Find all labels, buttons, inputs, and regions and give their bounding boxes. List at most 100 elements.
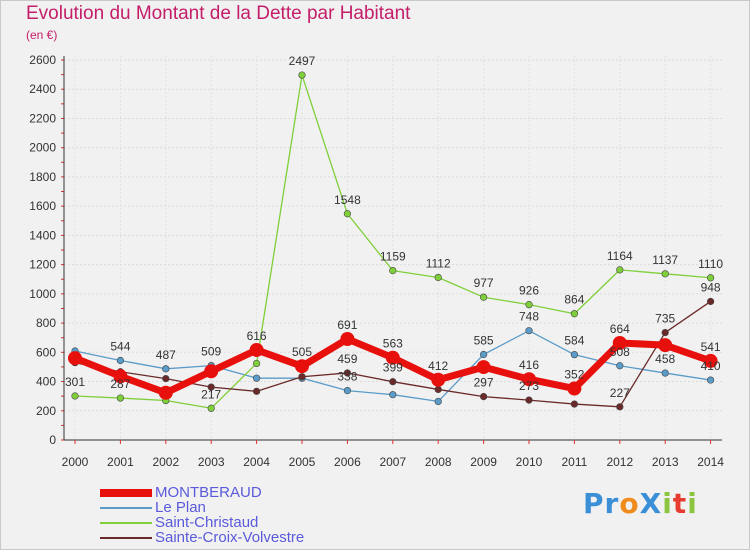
data-point	[567, 381, 582, 396]
y-tick-label: 1400	[29, 228, 56, 242]
data-point	[525, 396, 533, 404]
data-label: 585	[474, 334, 494, 348]
logo-letter: P	[583, 487, 605, 520]
data-point	[570, 351, 579, 359]
y-tick-label: 1200	[29, 258, 56, 272]
y-tick-label: 2200	[29, 111, 56, 125]
data-point	[249, 342, 264, 357]
data-label: 1110	[698, 257, 723, 271]
data-label: 505	[292, 345, 312, 359]
logo-letter: o	[619, 487, 640, 520]
x-tick-label: 2000	[62, 455, 89, 469]
data-label: 416	[519, 358, 539, 372]
legend: MONTBERAUD Le Plan Saint-Christaud Sainte-C…	[100, 485, 304, 545]
data-point	[207, 383, 215, 391]
proxiti-logo: ProXiti	[583, 487, 698, 520]
data-label: 664	[610, 322, 630, 336]
data-point	[162, 375, 170, 383]
legend-item: Le Plan	[100, 500, 304, 515]
logo-letter: i	[687, 487, 698, 520]
data-label: 458	[655, 352, 675, 366]
data-label: 297	[474, 376, 494, 390]
data-label: 217	[201, 387, 221, 401]
legend-item: Saint-Christaud	[100, 515, 304, 530]
y-tick-label: 2000	[29, 141, 56, 155]
x-tick-label: 2005	[289, 455, 316, 469]
data-point	[158, 385, 173, 400]
legend-label: MONTBERAUD	[155, 484, 262, 501]
data-point	[616, 266, 624, 274]
logo-letter: r	[604, 487, 620, 520]
data-point	[389, 267, 397, 275]
y-tick-label: 0	[49, 433, 56, 447]
data-label: 399	[383, 361, 403, 375]
data-label: 735	[655, 312, 675, 326]
data-point	[116, 356, 124, 365]
data-point	[343, 387, 352, 395]
data-point	[207, 404, 215, 412]
legend-item: Sainte-Croix-Volvestre	[100, 530, 304, 545]
data-point	[113, 369, 128, 384]
data-label: 412	[428, 359, 448, 373]
data-label: 926	[519, 284, 539, 298]
data-point	[658, 338, 673, 353]
data-point	[570, 400, 579, 408]
data-label: 352	[564, 368, 584, 382]
data-label: 487	[156, 348, 176, 362]
y-tick-label: 800	[36, 316, 56, 330]
x-tick-label: 2004	[243, 455, 270, 469]
data-point	[385, 350, 400, 365]
data-point	[661, 369, 669, 377]
logo-letter: i	[662, 487, 673, 520]
y-tick-label: 2400	[29, 82, 56, 96]
data-point	[116, 394, 124, 402]
data-label: 410	[701, 359, 721, 373]
data-label: 1137	[652, 253, 678, 267]
data-point	[522, 372, 536, 387]
data-point	[298, 373, 306, 381]
data-point	[706, 297, 715, 306]
data-point	[340, 332, 355, 347]
data-point	[706, 376, 715, 384]
data-label: 338	[337, 370, 357, 384]
legend-label: Saint-Christaud	[155, 514, 259, 531]
data-point	[525, 301, 533, 309]
x-tick-label: 2009	[470, 455, 497, 469]
data-point	[253, 359, 261, 368]
x-tick-label: 2010	[516, 455, 543, 469]
data-point	[661, 328, 669, 337]
y-tick-label: 600	[36, 345, 56, 359]
data-point	[612, 335, 627, 350]
legend-item: MONTBERAUD	[100, 485, 304, 500]
data-point	[480, 392, 488, 401]
data-label: 508	[610, 345, 630, 359]
data-point	[389, 378, 397, 386]
y-tick-label: 1000	[29, 287, 56, 301]
y-tick-label: 400	[36, 375, 56, 389]
legend-swatch	[100, 488, 152, 497]
data-point	[434, 385, 442, 394]
legend-swatch	[100, 506, 152, 509]
x-tick-label: 2002	[152, 455, 179, 469]
data-label: 948	[701, 280, 721, 294]
data-label: 616	[247, 329, 267, 343]
y-tick-label: 2600	[29, 53, 56, 67]
y-tick-label: 1600	[29, 199, 56, 213]
data-point	[71, 392, 79, 400]
data-label: 227	[610, 386, 630, 400]
x-tick-label: 2014	[697, 455, 724, 469]
x-tick-label: 2001	[107, 455, 134, 469]
data-label: 544	[110, 339, 130, 353]
data-point	[480, 293, 488, 301]
y-tick-label: 1800	[29, 170, 56, 184]
logo-letter: X	[639, 487, 663, 520]
legend-swatch	[100, 521, 152, 524]
legend-label: Sainte-Croix-Volvestre	[155, 529, 305, 546]
x-tick-label: 2013	[652, 455, 679, 469]
data-point	[204, 364, 219, 379]
data-point	[253, 387, 261, 395]
data-label: 977	[474, 276, 494, 290]
x-tick-label: 2003	[198, 455, 225, 469]
